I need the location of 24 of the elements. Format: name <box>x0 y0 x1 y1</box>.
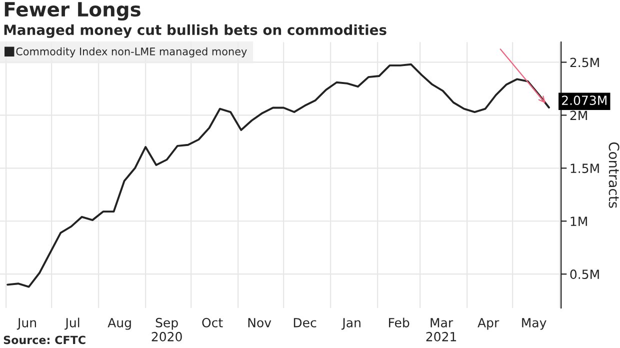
x-tick-label: May <box>522 318 546 330</box>
x-tick-label: Sep 2020 <box>152 318 182 342</box>
source-note: Source: CFTC <box>4 336 86 344</box>
x-tick-label: Apr <box>478 318 500 330</box>
y-tick-label: 0.5M <box>570 270 599 280</box>
y-tick-label: 1M <box>570 216 587 226</box>
x-tick-label: Aug <box>108 318 131 330</box>
annotation: 2.073M <box>562 96 606 106</box>
x-tick-label: Oct <box>202 318 223 328</box>
y-axis-title: Contracts <box>608 142 620 208</box>
line-series <box>6 63 550 288</box>
x-tick-label: Jan <box>342 318 360 330</box>
legend-label: Commodity Index non-LME managed money <box>16 47 247 58</box>
x-tick-label: Jul <box>64 318 80 330</box>
x-tick-label: Jun <box>16 318 36 330</box>
y-tick-label: 2M <box>570 110 587 120</box>
x-tick-label: Nov <box>248 318 272 328</box>
y-tick-label: 2.5M <box>570 58 599 68</box>
y-tick-label: 1.5M <box>570 164 599 174</box>
chart-title: Fewer Longs <box>4 2 140 21</box>
x-tick-label: Dec <box>294 318 316 328</box>
x-tick-label: Feb <box>389 318 410 328</box>
x-tick-label: Mar 2021 <box>426 318 456 342</box>
chart-subtitle: Managed money cut bullish bets on commodities <box>4 24 386 38</box>
